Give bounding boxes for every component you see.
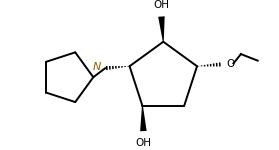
Text: OH: OH	[135, 138, 151, 148]
Text: N: N	[92, 62, 101, 72]
Text: OH: OH	[153, 0, 169, 10]
Polygon shape	[158, 16, 165, 42]
Polygon shape	[140, 106, 147, 131]
Text: O: O	[226, 59, 234, 69]
